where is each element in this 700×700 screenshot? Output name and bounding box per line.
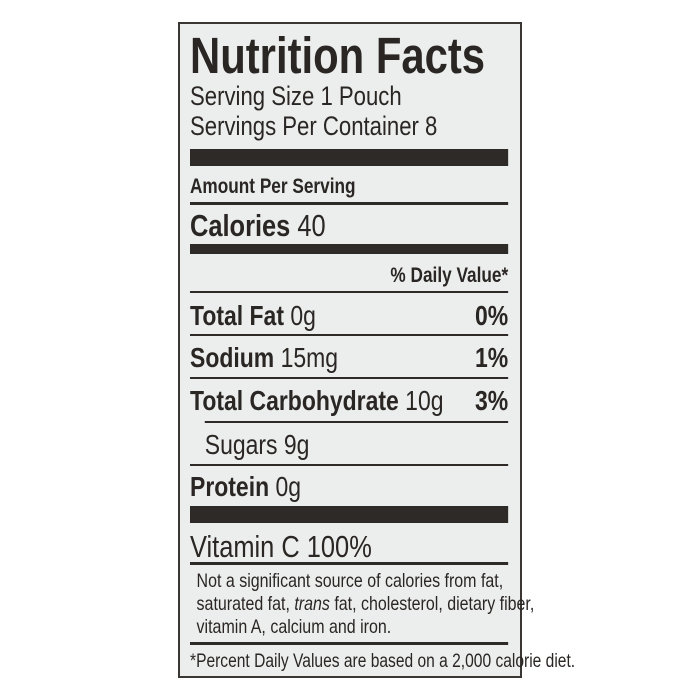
label-title: Nutrition Facts <box>190 27 486 84</box>
calories-label: Calories <box>190 208 291 243</box>
nutrient-dv: 3% <box>474 385 509 416</box>
nutrient-name: Protein <box>190 471 270 502</box>
serving-size: Serving Size 1 Pouch <box>190 81 402 111</box>
amount-per-serving: Amount Per Serving <box>190 175 356 198</box>
thick-divider <box>190 506 509 523</box>
nutrient-name: Total Fat <box>190 300 284 331</box>
divider <box>190 377 509 379</box>
note-trans: trans <box>294 593 330 615</box>
nutrient-row-total-fat: Total Fat 0g <box>190 302 316 330</box>
nutrient-name: Total Carbohydrate <box>190 385 399 416</box>
nutrient-amount: 15mg <box>280 342 339 373</box>
note-line: fat, cholesterol, dietary fiber, <box>329 593 535 615</box>
note-line: vitamin A, calcium and iron. <box>196 616 392 638</box>
nutrient-dv: 0% <box>474 300 509 331</box>
nutrient-row-protein: Protein 0g <box>190 473 301 501</box>
nutrition-facts-label: Nutrition Facts Serving Size 1 Pouch Ser… <box>178 22 575 678</box>
nutrient-dv: 1% <box>474 342 509 373</box>
divider <box>190 334 509 336</box>
nutrient-row-sugars: Sugars 9g <box>205 431 310 459</box>
vitamin-c: Vitamin C 100% <box>190 529 372 564</box>
divider <box>190 291 509 293</box>
divider <box>190 464 509 466</box>
not-significant-note: Not a significant source of calories fro… <box>197 570 535 639</box>
nutrient-amount: 10g <box>405 385 444 416</box>
thick-divider <box>190 149 509 166</box>
divider <box>204 421 509 423</box>
thick-divider <box>190 244 509 254</box>
calories-row: Calories 40 <box>190 210 326 241</box>
daily-value-header: % Daily Value* <box>390 264 509 287</box>
nutrient-name: Sodium <box>190 342 275 373</box>
nutrient-row-total-carbohydrate: Total Carbohydrate 10g <box>190 387 443 415</box>
nutrient-amount: 0g <box>275 471 302 502</box>
nutrient-row-sodium: Sodium 15mg <box>190 344 338 372</box>
note-line: saturated fat, <box>196 593 295 615</box>
divider <box>190 202 509 205</box>
nutrient-name: Sugars <box>204 429 278 460</box>
nutrient-amount: 0g <box>290 300 316 331</box>
calories-value: 40 <box>297 208 326 243</box>
servings-per-container: Servings Per Container 8 <box>190 111 438 141</box>
divider <box>190 562 509 565</box>
daily-value-footnote: *Percent Daily Values are based on a 2,0… <box>190 651 576 672</box>
nutrient-amount: 9g <box>283 429 310 460</box>
note-line: Not a significant source of calories fro… <box>196 570 504 592</box>
divider <box>190 642 509 645</box>
